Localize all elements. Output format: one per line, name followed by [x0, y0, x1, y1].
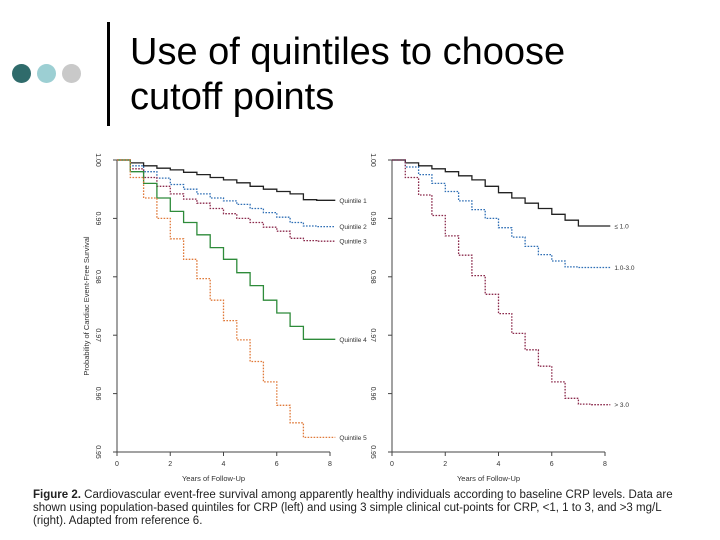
series-line-2: [392, 159, 611, 269]
x-tick-label: 6: [550, 461, 554, 468]
y-tick-label: 0.95: [369, 445, 376, 459]
caption-text: Cardiovascular event-free survival among…: [33, 489, 673, 527]
figure-caption: Figure 2. Cardiovascular event-free surv…: [33, 489, 693, 528]
series-label-4: Quintile 4: [339, 337, 367, 344]
y-tick-label: 1.00: [94, 153, 101, 167]
y-tick-label: 0.99: [369, 212, 376, 226]
y-tick-label: 0.95: [94, 445, 101, 459]
y-axis-title: Probability of Cardiac Event-Free Surviv…: [82, 236, 91, 376]
series-line-2: [117, 159, 336, 228]
x-tick-label: 2: [443, 461, 447, 468]
y-tick-label: 0.97: [369, 328, 376, 342]
x-tick-label: 4: [497, 461, 501, 468]
series-label-2: Quintile 2: [339, 224, 367, 231]
series-line-4: [117, 159, 336, 340]
title-line-1: Use of quintiles to choose: [130, 31, 566, 73]
decorative-dots: [12, 64, 102, 84]
series-label-3: > 3.0: [614, 402, 629, 409]
x-axis-title: Years of Follow-Up: [457, 474, 520, 483]
x-tick-label: 6: [275, 461, 279, 468]
series-label-1: ≤ 1.0: [614, 223, 629, 230]
title-line-2: cutoff points: [130, 76, 335, 118]
x-tick-label: 2: [168, 461, 172, 468]
series-line-3: [392, 159, 611, 406]
y-tick-label: 1.00: [369, 153, 376, 167]
y-tick-label: 0.97: [94, 328, 101, 342]
x-axis-title: Years of Follow-Up: [182, 474, 245, 483]
dot-light-teal: [37, 64, 56, 83]
dot-gray: [62, 64, 81, 83]
series-label-3: Quintile 3: [339, 239, 367, 246]
y-tick-label: 0.98: [369, 270, 376, 284]
x-tick-label: 4: [222, 461, 226, 468]
y-tick-label: 0.98: [94, 270, 101, 284]
y-tick-label: 0.96: [94, 387, 101, 401]
series-line-3: [117, 159, 336, 242]
x-tick-label: 8: [328, 461, 332, 468]
caption-label: Figure 2.: [33, 489, 81, 501]
dot-dark: [12, 64, 31, 83]
slide-title: Use of quintiles to choose cutoff points: [130, 30, 700, 120]
series-line-5: [117, 159, 336, 439]
x-tick-label: 0: [390, 461, 394, 468]
series-label-5: Quintile 5: [339, 435, 367, 442]
chart-panel-2: 0 2 4 6 8 1.00 0.99 0.98 0.97 0.96 0.95 Years of Fo…: [369, 153, 635, 483]
series-label-2: 1.0-3.0: [614, 265, 635, 272]
series-line-1: [117, 159, 336, 201]
series-label-1: Quintile 1: [339, 198, 367, 205]
chart-panel-1: 0 2 4 6 8 1.00 0.99 0.98 0.97 0.96 0.95 Years of Fo…: [82, 153, 367, 483]
y-tick-label: 0.96: [369, 387, 376, 401]
series-line-1: [392, 159, 611, 227]
title-divider: [107, 22, 110, 126]
x-tick-label: 8: [603, 461, 607, 468]
x-tick-label: 0: [115, 461, 119, 468]
y-tick-label: 0.99: [94, 212, 101, 226]
